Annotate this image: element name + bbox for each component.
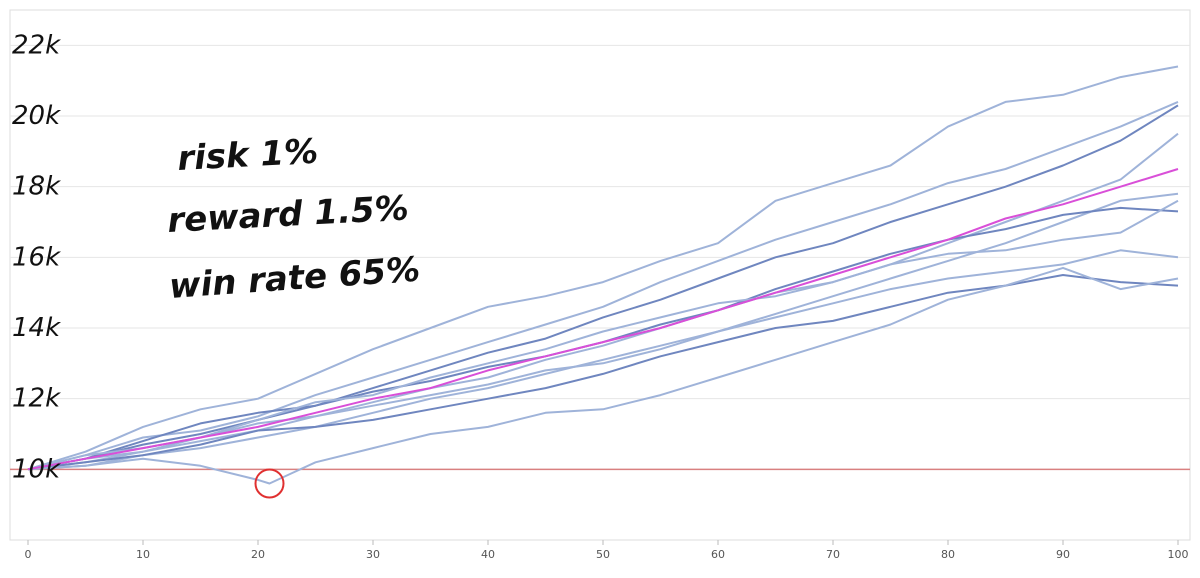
x-tick-label-9: 90 (1056, 548, 1070, 561)
x-axis: 0 10 20 30 40 50 60 70 80 90 100 (25, 540, 1189, 561)
highlight (254, 468, 285, 499)
y-tick-label-6: 22k (12, 30, 61, 60)
y-axis: 10k 12k 14k 16k 18k 20k 22k (12, 30, 61, 484)
plot-area (9, 9, 1191, 541)
series-line-6 (27, 199, 1179, 471)
series-line-1 (27, 100, 1179, 471)
series-group (27, 65, 1179, 485)
series-line-0 (27, 65, 1179, 471)
x-tick-label-2: 20 (251, 548, 265, 561)
x-tick-label-0: 0 (25, 548, 32, 561)
y-tick-label-0: 10k (12, 454, 61, 484)
series-line-4 (27, 192, 1179, 471)
y-tick-label-5: 20k (12, 101, 61, 131)
x-tick-label-7: 70 (826, 548, 840, 561)
mean-line (27, 168, 1179, 471)
drawdown-circle (254, 468, 285, 499)
x-tick-label-1: 10 (136, 548, 150, 561)
series-line-9 (27, 266, 1179, 485)
y-tick-label-3: 16k (12, 242, 61, 272)
series-line-8 (27, 274, 1179, 471)
series-line-2 (27, 104, 1179, 471)
y-tick-label-1: 12k (12, 384, 61, 414)
series-line-7 (27, 249, 1179, 471)
x-tick-label-8: 80 (941, 548, 955, 561)
mean-series (27, 168, 1179, 471)
series-line-3 (27, 132, 1179, 471)
x-tick-label-10: 100 (1168, 548, 1189, 561)
x-tick-label-6: 60 (711, 548, 725, 561)
x-tick-label-4: 40 (481, 548, 495, 561)
y-tick-label-2: 14k (12, 313, 61, 343)
y-tick-label-4: 18k (12, 172, 61, 202)
x-tick-label-5: 50 (596, 548, 610, 561)
x-tick-label-3: 30 (366, 548, 380, 561)
annotation-risk: risk 1% (176, 132, 319, 179)
